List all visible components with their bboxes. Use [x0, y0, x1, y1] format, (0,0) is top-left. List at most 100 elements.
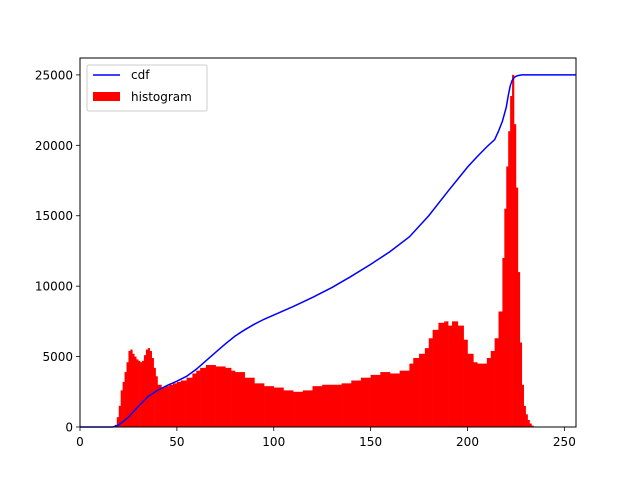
- histogram-bar: [508, 131, 511, 428]
- y-tick-label: 20000: [35, 139, 73, 153]
- histogram-bar: [463, 339, 468, 427]
- histogram-bar: [273, 387, 284, 427]
- histogram-bar: [118, 405, 121, 427]
- y-tick-label: 10000: [35, 280, 73, 294]
- histogram-bar: [149, 350, 152, 427]
- histogram-bar: [120, 390, 123, 427]
- histogram-bar: [161, 387, 166, 427]
- histogram-bar: [205, 365, 213, 427]
- histogram-bar: [134, 356, 137, 427]
- histogram-bar: [419, 353, 426, 427]
- histogram-bar: [523, 405, 526, 427]
- y-axis: 0 5000 10000 15000 20000 25000: [35, 68, 80, 435]
- histogram-bar: [211, 365, 216, 427]
- histogram-bar: [254, 383, 265, 427]
- y-tick-label: 15000: [35, 209, 73, 223]
- legend-histogram-swatch: [93, 92, 120, 101]
- histogram-bar: [157, 384, 162, 427]
- histogram-bar: [498, 311, 503, 427]
- histogram-bar: [517, 272, 521, 427]
- histogram-bar: [215, 366, 220, 427]
- x-tick-label: 0: [76, 435, 84, 449]
- histogram-bar: [244, 377, 255, 427]
- histogram-bar: [151, 357, 154, 427]
- histogram-bar: [116, 417, 120, 427]
- histogram-bar: [506, 166, 509, 427]
- histogram-bar: [370, 374, 381, 427]
- histogram-bar: [351, 380, 362, 427]
- x-tick-label: 200: [456, 435, 479, 449]
- histogram-bar: [486, 357, 492, 427]
- histogram-bar: [136, 359, 139, 427]
- histogram-bar: [515, 187, 519, 427]
- histogram-bar: [527, 419, 530, 427]
- histogram-bar: [132, 353, 135, 427]
- histogram-bar: [231, 370, 236, 427]
- histogram-bar: [165, 386, 170, 427]
- histogram-bar: [147, 348, 151, 427]
- histogram-bar: [467, 353, 474, 427]
- histogram-bar: [153, 367, 156, 427]
- histogram-bar: [138, 360, 141, 427]
- axes-frame: [79, 57, 577, 428]
- histogram-series: [114, 74, 536, 428]
- histogram-bar: [264, 386, 275, 427]
- histogram-bar: [452, 321, 459, 427]
- histogram-bar: [444, 321, 449, 427]
- histogram-bar: [438, 322, 445, 427]
- histogram-bar: [525, 414, 528, 427]
- histogram-bar: [483, 363, 488, 427]
- histogram-bar: [409, 363, 414, 427]
- plot-area: [80, 74, 576, 428]
- histogram-bar: [142, 360, 145, 427]
- histogram-bar: [128, 350, 131, 427]
- legend-cdf-label: cdf: [131, 68, 150, 82]
- histogram-bar: [521, 384, 524, 427]
- histogram-bar: [390, 373, 400, 427]
- histogram-bar: [531, 425, 534, 427]
- histogram-bar: [490, 350, 495, 427]
- histogram-bar: [196, 370, 201, 427]
- histogram-bar: [477, 363, 484, 427]
- y-tick-label: 0: [65, 421, 73, 435]
- histogram-bar: [143, 355, 147, 427]
- histogram-bar: [457, 325, 464, 427]
- x-tick-label: 150: [359, 435, 382, 449]
- histogram-bar: [312, 386, 323, 427]
- histogram-bar: [514, 124, 517, 428]
- histogram-bar: [124, 372, 127, 427]
- histogram-bar: [529, 423, 532, 427]
- histogram-bar: [322, 384, 333, 427]
- legend: cdf histogram: [86, 64, 208, 112]
- histogram-bar: [186, 377, 193, 427]
- cdf-line: [80, 74, 576, 428]
- histogram-bar: [512, 74, 515, 428]
- histogram-bar: [140, 362, 143, 427]
- histogram-bar: [448, 325, 453, 427]
- histogram-bar: [283, 390, 294, 427]
- histogram-bar: [293, 391, 304, 427]
- histogram-bar: [192, 373, 197, 427]
- histogram-bar: [235, 372, 245, 427]
- y-tick-label: 5000: [42, 350, 73, 364]
- x-axis: 0 50 100 150 200 250: [76, 427, 576, 449]
- histogram-bar: [504, 208, 507, 427]
- histogram-bar: [424, 348, 430, 427]
- x-tick-label: 50: [169, 435, 184, 449]
- histogram-bar: [428, 338, 433, 427]
- histogram-bar: [502, 257, 505, 427]
- histogram-bar: [200, 367, 207, 427]
- legend-histogram-label: histogram: [131, 90, 192, 104]
- histogram-bar: [173, 383, 178, 427]
- histogram-bar: [155, 376, 158, 427]
- y-tick-label: 25000: [35, 68, 73, 82]
- histogram-bar: [519, 342, 523, 427]
- x-tick-label: 100: [262, 435, 285, 449]
- histogram-bar: [432, 329, 439, 427]
- histogram-bar: [510, 96, 513, 427]
- histogram-bar: [494, 338, 499, 427]
- histogram-bar: [122, 381, 125, 427]
- histogram-bar: [169, 384, 174, 427]
- histogram-bar: [180, 380, 187, 427]
